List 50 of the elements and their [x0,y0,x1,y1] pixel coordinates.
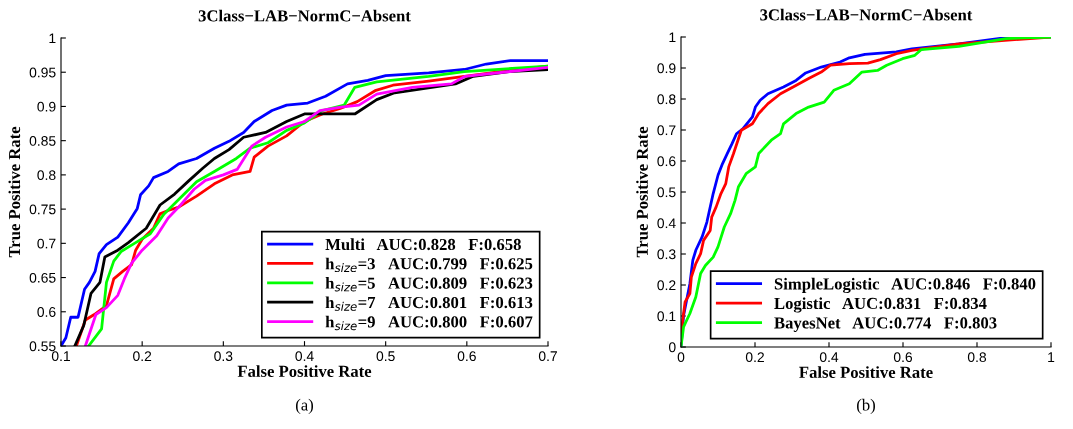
legend-label: h$_{size}$=9 AUC:0.800 F:0.607 [325,315,533,331]
y-tick-label: 0.4 [657,218,676,229]
x-tick-label: 0.6 [457,351,476,362]
x-tick-label: 0 [677,352,685,363]
y-tick-label: 0.95 [29,67,56,78]
y-tick-label: 0.7 [657,125,676,136]
y-tick-label: 0.6 [657,156,676,167]
x-axis-title: False Positive Rate [799,366,933,378]
legend-label: h$_{size}$=3 AUC:0.799 F:0.625 [325,257,533,273]
text: (a) [295,398,314,414]
x-tick-label: 0.6 [893,352,913,363]
x-tick-label: 0.4 [819,352,839,363]
text: (b) [857,398,875,414]
y-axis-title: True Positive Rate [636,126,648,258]
legend-label: h$_{size}$=7 AUC:0.801 F:0.613 [325,296,533,311]
y-tick-label: 0.3 [657,249,676,260]
y-tick-label: 0 [668,342,676,353]
legend-label: SimpleLogistic AUC:0.846 F:0.840 [774,277,1036,294]
x-tick-label: 0.1 [51,351,70,362]
y-tick-label: 0.8 [37,170,56,181]
y-tick-label: 0.6 [37,307,56,317]
x-tick-label: 1 [1048,352,1055,362]
x-tick-label: 0.2 [133,351,152,362]
y-tick-label: 0.9 [37,101,56,112]
y-tick-label: 0.85 [29,136,56,146]
y-axis-title: True Positive Rate [8,126,21,258]
legend-label: h$_{size}$=5 AUC:0.809 F:0.623 [325,277,533,292]
y-tick-label: 0.65 [29,272,56,283]
legend-label: Logistic AUC:0.831 F:0.834 [774,297,987,313]
x-tick-label: 0.2 [745,352,764,363]
y-tick-label: 0.2 [657,280,676,291]
y-tick-label: 0.8 [657,94,676,105]
x-tick-label: 0.5 [376,351,395,362]
y-tick-label: 0.55 [29,341,56,352]
y-tick-label: 0.5 [657,187,676,198]
x-tick-label: 0.4 [295,351,314,362]
chart-title: 3Class−LAB−NormC−Absent [198,9,411,22]
x-tick-label: 0.7 [538,351,557,362]
y-tick-label: 1 [669,32,676,43]
legend-label: BayesNet AUC:0.774 F:0.803 [774,317,997,332]
x-axis-title: False Positive Rate [237,365,372,377]
y-tick-label: 1 [49,33,56,44]
y-tick-label: 0.1 [657,311,676,322]
x-tick-label: 0.3 [214,351,233,362]
y-tick-label: 0.75 [29,204,56,215]
y-tick-label: 0.7 [37,238,56,249]
legend-label: Multi AUC:0.828 F:0.658 [325,238,521,251]
y-tick-label: 0.9 [657,63,676,74]
chart-title: 3Class−LAB−NormC−Absent [760,8,973,21]
x-tick-label: 0.8 [967,352,987,363]
